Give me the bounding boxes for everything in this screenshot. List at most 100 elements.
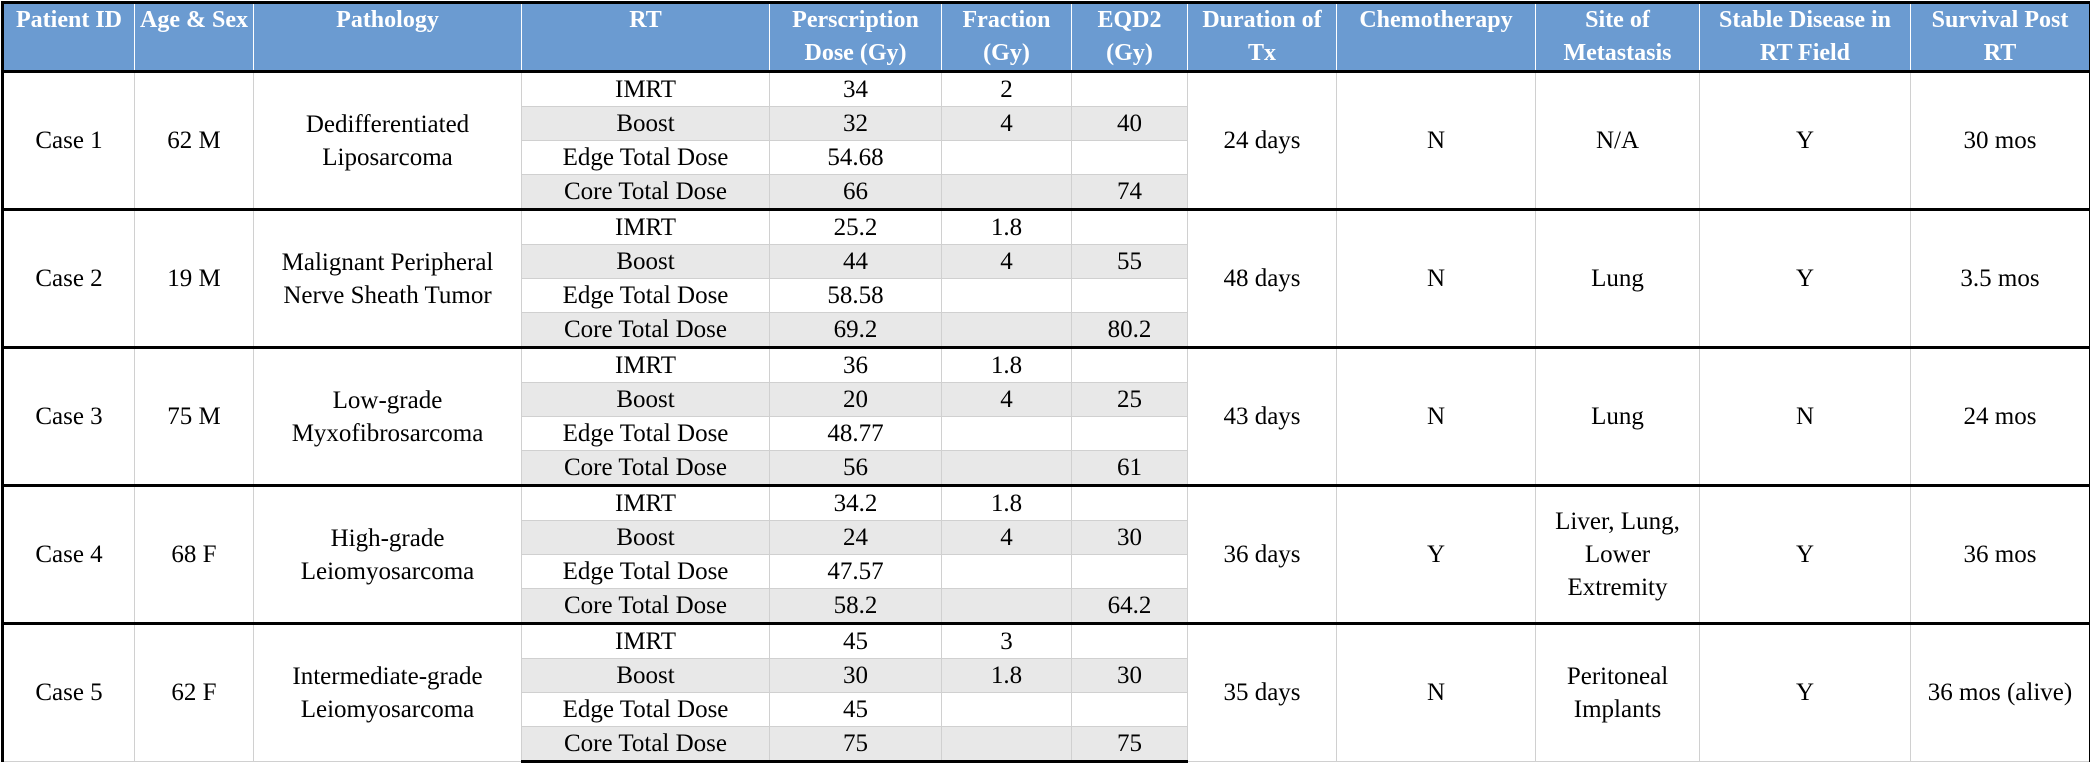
eqd2-cell: 30 [1072, 659, 1188, 693]
fraction-cell: 1.8 [942, 486, 1072, 521]
rt-cell: Core Total Dose [522, 727, 770, 762]
chemotherapy-cell: N [1337, 72, 1536, 210]
prescription-dose-cell: 36 [770, 348, 942, 383]
metastasis-cell: Lung [1536, 348, 1700, 486]
eqd2-cell [1072, 348, 1188, 383]
fraction-cell: 1.8 [942, 659, 1072, 693]
fraction-cell: 3 [942, 624, 1072, 659]
fraction-cell [942, 555, 1072, 589]
eqd2-cell [1072, 210, 1188, 245]
rt-cell: Core Total Dose [522, 589, 770, 624]
eqd2-cell [1072, 279, 1188, 313]
fraction-cell: 4 [942, 107, 1072, 141]
rt-cell: Core Total Dose [522, 313, 770, 348]
metastasis-cell: N/A [1536, 72, 1700, 210]
header-stable-disease: Stable Disease in RT Field [1700, 3, 1911, 72]
patient-id-cell: Case 5 [3, 624, 135, 762]
rt-cell: IMRT [522, 624, 770, 659]
age-sex-cell: 62 F [135, 624, 254, 762]
prescription-dose-cell: 45 [770, 624, 942, 659]
fraction-cell [942, 727, 1072, 762]
prescription-dose-cell: 25.2 [770, 210, 942, 245]
prescription-dose-cell: 30 [770, 659, 942, 693]
age-sex-cell: 19 M [135, 210, 254, 348]
fraction-cell: 4 [942, 383, 1072, 417]
fraction-cell [942, 175, 1072, 210]
rt-cell: IMRT [522, 348, 770, 383]
rt-cell: Edge Total Dose [522, 417, 770, 451]
age-sex-cell: 68 F [135, 486, 254, 624]
stable-disease-cell: Y [1700, 72, 1911, 210]
prescription-dose-cell: 34 [770, 72, 942, 107]
header-row: Patient ID Age & Sex Pathology RT Perscr… [3, 3, 2090, 72]
duration-cell: 43 days [1188, 348, 1337, 486]
eqd2-cell: 64.2 [1072, 589, 1188, 624]
eqd2-cell: 25 [1072, 383, 1188, 417]
duration-cell: 36 days [1188, 486, 1337, 624]
metastasis-cell: Peritoneal Implants [1536, 624, 1700, 762]
survival-cell: 36 mos [1911, 486, 2090, 624]
duration-cell: 35 days [1188, 624, 1337, 762]
fraction-cell [942, 313, 1072, 348]
patient-id-cell: Case 1 [3, 72, 135, 210]
header-survival: Survival Post RT [1911, 3, 2090, 72]
stable-disease-cell: Y [1700, 486, 1911, 624]
survival-cell: 36 mos (alive) [1911, 624, 2090, 762]
eqd2-cell: 40 [1072, 107, 1188, 141]
rt-cell: Boost [522, 521, 770, 555]
rt-cell: Core Total Dose [522, 175, 770, 210]
header-fraction: Fraction (Gy) [942, 3, 1072, 72]
header-metastasis: Site of Metastasis [1536, 3, 1700, 72]
pathology-cell: Intermediate-grade Leiomyosarcoma [254, 624, 522, 762]
pathology-cell: High-grade Leiomyosarcoma [254, 486, 522, 624]
pathology-cell: Malignant Peripheral Nerve Sheath Tumor [254, 210, 522, 348]
eqd2-cell: 80.2 [1072, 313, 1188, 348]
age-sex-cell: 62 M [135, 72, 254, 210]
rt-cell: Edge Total Dose [522, 141, 770, 175]
fraction-cell: 1.8 [942, 348, 1072, 383]
rt-cell: Edge Total Dose [522, 693, 770, 727]
rt-cell: Boost [522, 659, 770, 693]
fraction-cell [942, 693, 1072, 727]
eqd2-cell: 61 [1072, 451, 1188, 486]
fraction-cell: 1.8 [942, 210, 1072, 245]
chemotherapy-cell: N [1337, 348, 1536, 486]
chemotherapy-cell: N [1337, 624, 1536, 762]
prescription-dose-cell: 58.58 [770, 279, 942, 313]
eqd2-cell [1072, 624, 1188, 659]
fraction-cell [942, 279, 1072, 313]
age-sex-cell: 75 M [135, 348, 254, 486]
header-duration: Duration of Tx [1188, 3, 1337, 72]
survival-cell: 24 mos [1911, 348, 2090, 486]
stable-disease-cell: Y [1700, 210, 1911, 348]
header-patient-id: Patient ID [3, 3, 135, 72]
stable-disease-cell: N [1700, 348, 1911, 486]
patient-id-cell: Case 2 [3, 210, 135, 348]
fraction-cell [942, 141, 1072, 175]
pathology-cell: Low-grade Myxofibrosarcoma [254, 348, 522, 486]
eqd2-cell: 30 [1072, 521, 1188, 555]
metastasis-cell: Lung [1536, 210, 1700, 348]
pathology-cell: Dedifferentiated Liposarcoma [254, 72, 522, 210]
fraction-cell [942, 417, 1072, 451]
fraction-cell: 4 [942, 245, 1072, 279]
header-rt: RT [522, 3, 770, 72]
rt-cell: Boost [522, 245, 770, 279]
prescription-dose-cell: 45 [770, 693, 942, 727]
chemotherapy-cell: N [1337, 210, 1536, 348]
rt-cell: Boost [522, 107, 770, 141]
prescription-dose-cell: 69.2 [770, 313, 942, 348]
rt-cell: Edge Total Dose [522, 555, 770, 589]
header-chemotherapy: Chemotherapy [1337, 3, 1536, 72]
prescription-dose-cell: 32 [770, 107, 942, 141]
eqd2-cell [1072, 72, 1188, 107]
prescription-dose-cell: 34.2 [770, 486, 942, 521]
prescription-dose-cell: 54.68 [770, 141, 942, 175]
fraction-cell: 2 [942, 72, 1072, 107]
eqd2-cell [1072, 555, 1188, 589]
